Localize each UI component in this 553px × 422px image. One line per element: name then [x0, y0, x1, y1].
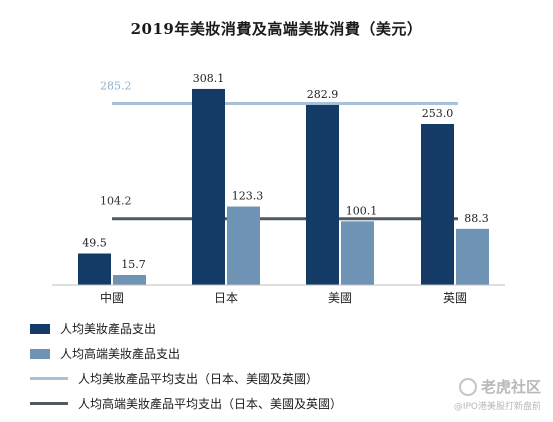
- legend-label-ref-line-2: 人均高端美妝產品平均支出（日本、美國及英國）: [78, 397, 343, 411]
- legend-label-series-1: 人均美妝產品支出: [60, 322, 157, 336]
- x-tick-label-3: 美國: [328, 291, 352, 305]
- legend-item-series-1: 人均美妝產品支出: [30, 316, 342, 341]
- bar-s1-3: [306, 104, 339, 286]
- legend-swatch-series-2: [30, 348, 50, 359]
- bar-s2-3: [341, 221, 374, 285]
- reference-line-label-2: 104.2: [100, 195, 132, 208]
- bar-s2-4: [456, 228, 489, 285]
- bar-s1-1: [78, 253, 111, 285]
- data-label-s1-1: 49.5: [82, 237, 107, 250]
- legend-item-ref-line-2: 人均高端美妝產品平均支出（日本、美國及英國）: [30, 391, 342, 416]
- bar-s2-2: [227, 206, 260, 285]
- data-label-s2-1: 15.7: [121, 258, 146, 271]
- legend-label-series-2: 人均高端美妝產品支出: [60, 347, 181, 361]
- legend-item-series-2: 人均高端美妝產品支出: [30, 341, 342, 366]
- legend-swatch-ref-line-1: [30, 377, 68, 380]
- bar-s2-1: [113, 275, 146, 285]
- bar-s1-2: [192, 88, 225, 285]
- watermark-line2: @IPO港美股打新盘前: [453, 402, 541, 412]
- bar-s1-4: [421, 124, 454, 285]
- bar-chart: 285.2 104.2 49.5 308.1 282.9 253.0 15.7 123.3 10…: [52, 72, 505, 305]
- chart-legend: 人均美妝產品支出 人均高端美妝產品支出 人均美妝產品平均支出（日本、美國及英國）…: [30, 316, 342, 416]
- reference-line-label-1: 285.2: [100, 80, 132, 93]
- x-tick-label-1: 中國: [100, 290, 124, 305]
- data-label-s1-3: 282.9: [307, 88, 339, 101]
- data-label-s1-4: 253.0: [422, 107, 454, 120]
- watermark: 老虎社区 @IPO港美股打新盘前: [454, 376, 541, 412]
- legend-label-ref-line-1: 人均美妝產品平均支出（日本、美國及英國）: [78, 372, 319, 386]
- legend-swatch-ref-line-2: [30, 402, 68, 405]
- data-label-s2-2: 123.3: [232, 190, 264, 203]
- chart-title: 2019年美妝消費及高端美妝消費（美元）: [130, 20, 423, 38]
- legend-swatch-series-1: [30, 323, 50, 334]
- data-label-s1-2: 308.1: [193, 72, 225, 85]
- data-label-s2-4: 88.3: [464, 212, 489, 225]
- legend-item-ref-line-1: 人均美妝產品平均支出（日本、美國及英國）: [30, 366, 342, 391]
- watermark-brand: 老虎社区: [454, 376, 541, 397]
- watermark-line1: 老虎社区: [480, 378, 541, 396]
- data-label-s2-3: 100.1: [346, 204, 378, 217]
- tiger-logo-icon: [458, 378, 477, 396]
- x-tick-label-2: 日本: [214, 291, 238, 305]
- x-tick-label-4: 英國: [443, 291, 467, 305]
